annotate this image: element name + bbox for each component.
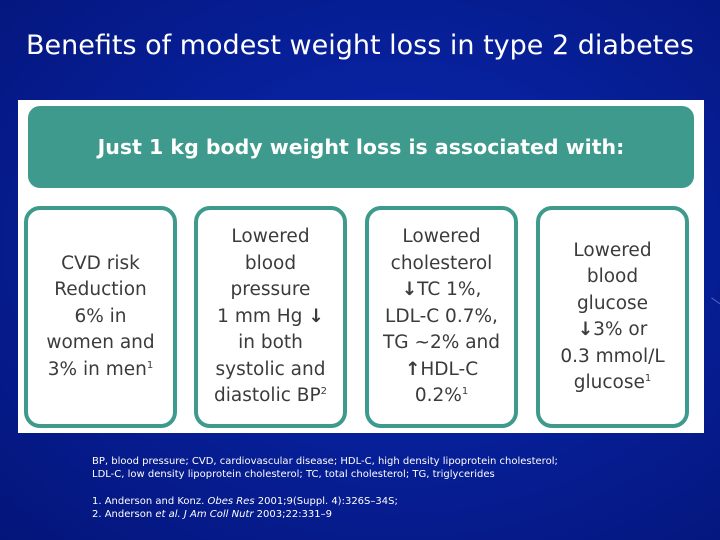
reference-text: 2003;22:331–9 <box>253 509 333 520</box>
reference-1: 1. Anderson and Konz. Obes Res 2001;9(Su… <box>92 495 692 508</box>
abbreviation-line: BP, blood pressure; CVD, cardiovascular … <box>92 456 558 467</box>
card-line: in both <box>238 332 303 354</box>
card-line: Reduction <box>54 279 147 301</box>
infographic-panel: Just 1 kg body weight loss is associated… <box>18 100 704 433</box>
abbreviation-line: LDL-C, low density lipoprotein cholester… <box>92 469 495 480</box>
journal-name: Obes Res <box>207 496 255 507</box>
card-line: 3% or <box>593 319 648 340</box>
card-line: pressure <box>230 279 311 301</box>
slide-title: Benefits of modest weight loss in type 2… <box>26 30 694 61</box>
arrow-down-icon: ↓ <box>401 279 418 301</box>
card-cholesterol: Lowered cholesterol ↓TC 1%, LDL-C 0.7%, … <box>365 206 518 428</box>
card-line: blood <box>586 266 639 287</box>
card-line: 0.2% <box>414 385 462 407</box>
card-line: Lowered <box>231 226 310 248</box>
card-line: LDL-C 0.7%, <box>385 305 498 327</box>
reference-marker: 1 <box>461 386 469 398</box>
card-line: 6% in <box>74 305 127 327</box>
card-line: Lowered <box>573 239 652 261</box>
reference-marker: 2 <box>320 386 327 398</box>
reference-2: 2. Anderson et al. J Am Coll Nutr 2003;2… <box>92 508 692 521</box>
arrow-down-icon: ↓ <box>577 319 594 340</box>
card-line: 0.3 mmol/L <box>560 345 665 367</box>
card-line: cholesterol <box>390 252 493 274</box>
card-cvd-risk: CVD risk Reduction 6% in women and 3% in… <box>24 206 177 428</box>
banner: Just 1 kg body weight loss is associated… <box>28 106 694 188</box>
card-line: Lowered <box>402 226 481 248</box>
reference-text: 2. Anderson <box>92 509 156 520</box>
reference-text: 1. Anderson and Konz. <box>92 496 208 507</box>
card-line: women and <box>46 332 155 354</box>
reference-marker: 1 <box>644 372 652 384</box>
card-blood-glucose: Lowered blood glucose ↓3% or 0.3 mmol/L … <box>536 206 689 428</box>
card-line: systolic and <box>215 358 326 380</box>
reference-text: 2001;9(Suppl. 4):326S–34S; <box>254 496 398 507</box>
card-line: glucose <box>573 372 645 393</box>
reference-marker: 1 <box>146 359 154 371</box>
card-line: TC 1%, <box>417 279 482 301</box>
card-line: HDL-C <box>420 358 479 380</box>
footnotes: BP, blood pressure; CVD, cardiovascular … <box>92 455 692 521</box>
card-blood-pressure: Lowered blood pressure 1 mm Hg ↓ in both… <box>194 206 347 428</box>
arrow-down-icon: ↓ <box>308 305 324 327</box>
card-line: glucose <box>576 292 649 314</box>
card-line: CVD risk <box>61 252 140 274</box>
card-line: 1 mm Hg <box>217 305 303 327</box>
journal-name: J Am Coll Nutr <box>180 509 254 520</box>
card-line: blood <box>244 252 297 274</box>
banner-text: Just 1 kg body weight loss is associated… <box>97 135 625 159</box>
card-line: TG ~2% and <box>382 332 501 354</box>
card-line: 3% in men <box>47 358 147 380</box>
arrow-up-icon: ↑ <box>404 358 421 380</box>
card-line: diastolic BP <box>214 385 321 407</box>
et-al: et al. <box>155 509 181 520</box>
